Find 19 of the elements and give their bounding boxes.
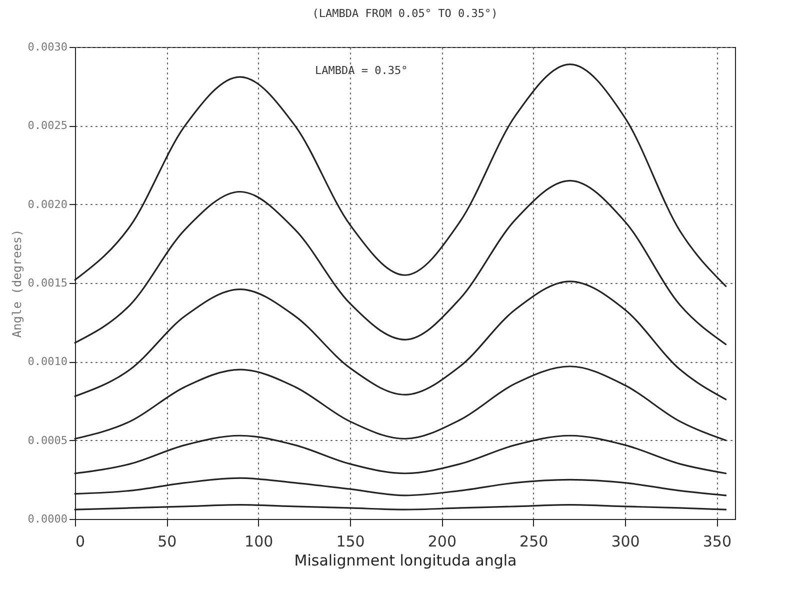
x-tick-label: 50 xyxy=(158,532,177,550)
x-tick-label: 150 xyxy=(336,532,365,550)
y-tick-label: 0.0025 xyxy=(28,119,68,132)
x-tick-label: 350 xyxy=(702,532,732,550)
y-tick-label: 0.0010 xyxy=(28,355,68,368)
x-tick-label: 300 xyxy=(611,532,640,550)
x-axis-title: Misalignment longituda angla xyxy=(294,552,517,570)
x-tick-label: 250 xyxy=(520,532,548,550)
y-tick-label: 0.0000 xyxy=(28,512,68,526)
y-tick-label: 0.0005 xyxy=(28,434,68,447)
y-tick-label: 0.0030 xyxy=(28,40,68,54)
annotation: LAMBDA = 0.35° xyxy=(315,64,408,77)
y-tick-label: 0.0020 xyxy=(28,198,68,211)
y-axis-title: Angle (degrees) xyxy=(10,229,24,338)
y-tick-label: 0.0015 xyxy=(28,276,68,290)
x-tick-label: 100 xyxy=(244,532,274,550)
x-tick-label: 0 xyxy=(76,532,86,550)
x-tick-label: 200 xyxy=(428,532,456,550)
chart-title: (LAMBDA FROM 0.05° TO 0.35°) xyxy=(312,7,498,20)
